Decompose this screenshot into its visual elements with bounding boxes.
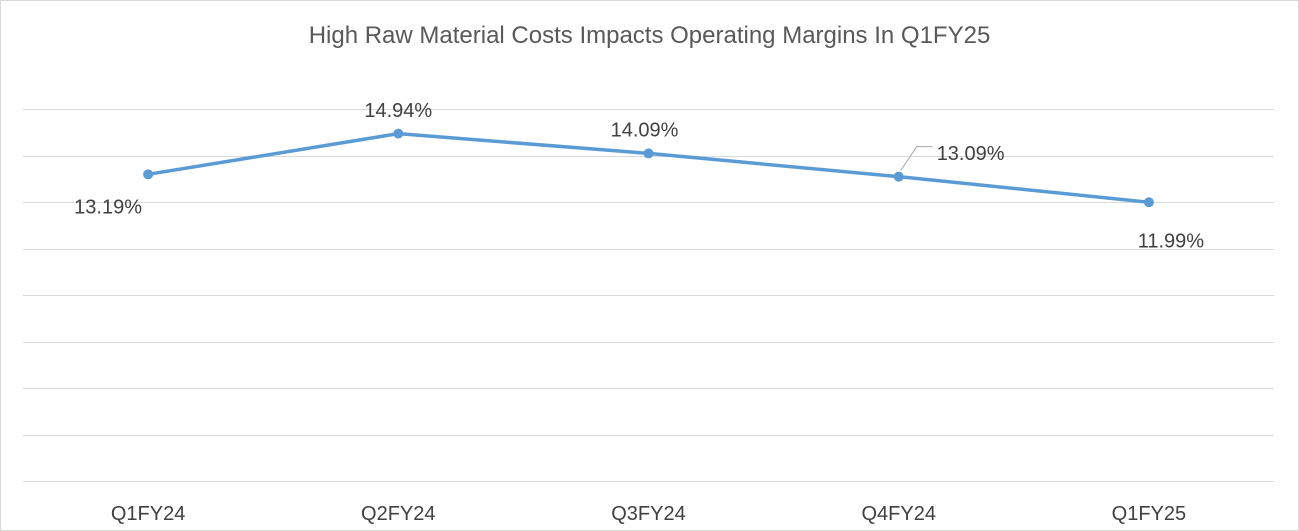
x-axis-tick-labels: Q1FY24 Q2FY24 Q3FY24 Q4FY24 Q1FY25 — [111, 503, 1186, 525]
data-point — [893, 171, 904, 182]
data-label: 11.99% — [1138, 231, 1205, 253]
data-label: 13.09% — [937, 143, 1005, 165]
x-tick-label: Q2FY24 — [361, 503, 435, 525]
gridlines — [23, 109, 1274, 482]
data-label-layer: 13.19% 14.94% 14.09% 13.09% 11.99% — [74, 100, 1204, 253]
data-label-leader — [900, 146, 933, 171]
x-tick-label: Q4FY24 — [861, 503, 935, 525]
x-tick-label: Q3FY24 — [611, 503, 685, 525]
data-label: 13.19% — [74, 197, 142, 219]
x-tick-label: Q1FY24 — [111, 503, 185, 525]
data-point — [643, 148, 654, 159]
series-layer — [143, 128, 1154, 208]
x-tick-label: Q1FY25 — [1112, 503, 1186, 525]
data-point — [143, 169, 154, 180]
chart-title: High Raw Material Costs Impacts Operatin… — [308, 22, 991, 49]
data-point — [393, 128, 404, 139]
data-point — [1143, 197, 1154, 208]
data-label: 14.94% — [364, 100, 432, 122]
data-label: 14.09% — [611, 120, 679, 142]
